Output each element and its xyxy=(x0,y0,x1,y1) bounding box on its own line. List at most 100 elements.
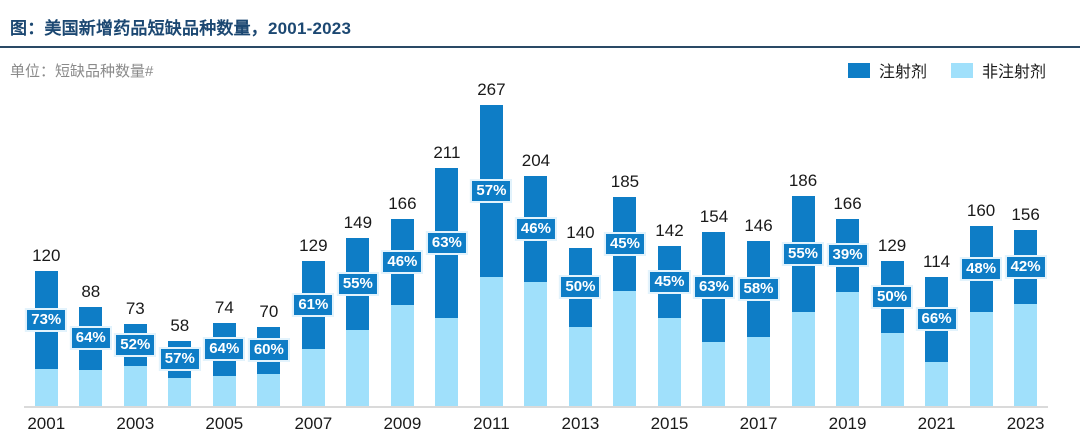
x-tick-2022 xyxy=(959,414,1004,434)
non-injectable-swatch-icon xyxy=(950,62,973,78)
total-label-2004: 58 xyxy=(170,316,190,335)
x-tick-2018 xyxy=(781,414,826,434)
pct-chip-2012: 46% xyxy=(514,217,557,241)
bar-group-2015: 142 45% xyxy=(647,95,692,406)
legend-label: 非注射剂 xyxy=(981,64,1046,81)
x-tick-2020 xyxy=(870,414,915,434)
bar-2002 xyxy=(79,307,103,406)
pct-chip-2006: 60% xyxy=(247,338,290,362)
x-tick-2017: 2017 xyxy=(739,414,778,433)
bar-2020-non-injectable-segment xyxy=(880,333,904,406)
bar-2023-non-injectable-segment xyxy=(1014,304,1038,406)
bar-2001 xyxy=(34,271,58,406)
total-label-2005: 74 xyxy=(214,298,234,317)
pct-chip-2011: 57% xyxy=(470,179,513,203)
pct-chip-2016: 63% xyxy=(692,275,735,299)
bar-2017 xyxy=(747,241,770,406)
total-label-2003: 73 xyxy=(125,299,145,318)
bar-2021 xyxy=(925,277,949,406)
legend: 注射剂 非注射剂 xyxy=(847,58,1046,82)
pct-chip-2008: 55% xyxy=(336,272,379,296)
x-tick-2015: 2015 xyxy=(650,414,689,433)
bar-2007 xyxy=(301,261,325,406)
total-label-2017: 146 xyxy=(744,216,773,235)
pct-chip-2009: 46% xyxy=(381,250,424,274)
bar-group-2006: 70 60% xyxy=(247,95,292,406)
total-label-2022: 160 xyxy=(966,201,996,220)
legend-label: 注射剂 xyxy=(878,64,927,81)
x-tick-2004 xyxy=(158,414,203,434)
bar-group-2007: 129 61% xyxy=(291,95,336,406)
bar-2019-non-injectable-segment xyxy=(836,292,860,406)
total-label-2018: 186 xyxy=(788,171,818,190)
x-tick-2023: 2023 xyxy=(1006,414,1045,433)
bar-group-2016: 154 63% xyxy=(692,95,737,406)
bar-2013 xyxy=(568,248,592,406)
legend-item-non-injectable: 非注射剂 xyxy=(950,58,1046,82)
unit-label: 单位：短缺品种数量# xyxy=(10,62,154,80)
plot-area: 120 73% 88 64% 73 52% 58 57% 74 64% 70 60% 129 61% 149… xyxy=(24,80,1048,408)
x-tick-2005: 2005 xyxy=(205,414,244,433)
pct-chip-2014: 45% xyxy=(603,232,646,256)
total-label-2010: 211 xyxy=(433,143,461,162)
bar-group-2009: 166 46% xyxy=(380,95,425,406)
total-label-2007: 129 xyxy=(299,236,328,255)
pct-chip-2021: 66% xyxy=(915,307,958,331)
x-tick-2009: 2009 xyxy=(383,414,422,433)
pct-chip-2018: 55% xyxy=(782,242,825,266)
bar-2006-non-injectable-segment xyxy=(257,374,281,406)
bar-2021-non-injectable-segment xyxy=(925,362,949,406)
bar-2012 xyxy=(524,176,548,406)
total-label-2001: 120 xyxy=(32,246,61,265)
bar-group-2005: 74 64% xyxy=(202,95,247,406)
bar-2010-non-injectable-segment xyxy=(435,318,459,406)
x-tick-2003: 2003 xyxy=(116,414,155,433)
bar-2005 xyxy=(212,323,236,406)
total-label-2020: 129 xyxy=(877,236,907,255)
bar-group-2004: 58 57% xyxy=(158,95,203,406)
total-label-2013: 140 xyxy=(566,223,595,242)
bar-2017-non-injectable-segment xyxy=(747,337,770,406)
pct-chip-2003: 52% xyxy=(114,333,157,357)
bar-2008-non-injectable-segment xyxy=(346,330,370,406)
x-tick-2008 xyxy=(336,414,381,434)
total-label-2014: 185 xyxy=(610,172,640,191)
bar-group-2020: 129 50% xyxy=(870,95,915,406)
bar-2011-non-injectable-segment xyxy=(479,277,503,406)
pct-chip-2010: 63% xyxy=(425,231,468,255)
bar-group-2019: 166 39% xyxy=(825,95,870,406)
bar-2020 xyxy=(880,261,904,406)
total-label-2015: 142 xyxy=(655,221,684,240)
bar-2008 xyxy=(346,238,370,406)
bar-2022 xyxy=(969,226,993,406)
bar-2013-non-injectable-segment xyxy=(568,327,592,406)
total-label-2023: 156 xyxy=(1011,205,1040,224)
bar-group-2001: 120 73% xyxy=(24,95,69,406)
bar-group-2014: 185 45% xyxy=(603,95,648,406)
bar-2009 xyxy=(390,219,414,406)
bar-2004-non-injectable-segment xyxy=(168,378,192,406)
bar-group-2018: 186 55% xyxy=(781,95,826,406)
bar-group-2002: 88 64% xyxy=(69,95,114,406)
bar-2016-non-injectable-segment xyxy=(702,342,726,406)
meta-row: 单位：短缺品种数量# 注射剂 非注射剂 xyxy=(0,48,1080,85)
x-tick-2010 xyxy=(425,414,470,434)
bar-2011 xyxy=(479,105,503,406)
pct-chip-2019: 39% xyxy=(826,243,869,267)
x-tick-2021: 2021 xyxy=(917,414,956,433)
bar-2016 xyxy=(702,232,726,406)
bar-2002-non-injectable-segment xyxy=(79,370,103,406)
x-tick-2007: 2007 xyxy=(294,414,333,433)
pct-chip-2004: 57% xyxy=(158,347,201,371)
bar-group-2013: 140 50% xyxy=(558,95,603,406)
bar-2015 xyxy=(657,246,681,406)
pct-chip-2015: 45% xyxy=(648,270,691,294)
x-tick-2006 xyxy=(247,414,292,434)
x-tick-2002 xyxy=(69,414,114,434)
pct-chip-2007: 61% xyxy=(292,293,335,317)
bar-2015-non-injectable-segment xyxy=(657,318,681,406)
total-label-2008: 149 xyxy=(343,213,373,232)
injectable-swatch-icon xyxy=(847,62,870,78)
pct-chip-2020: 50% xyxy=(871,285,914,309)
